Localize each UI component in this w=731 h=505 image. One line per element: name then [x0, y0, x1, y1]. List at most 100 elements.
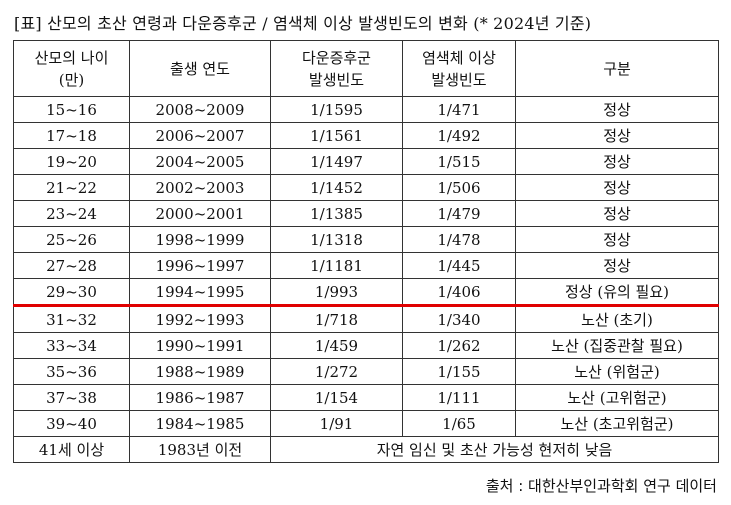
- cell-down: 1/459: [270, 332, 403, 359]
- cell-category: 정상: [515, 252, 719, 279]
- cell-chrom: 1/111: [402, 384, 516, 411]
- table-header: 산모의 나이 (만) 출생 연도 다운증후군 발생빈도 염색체 이상 발생빈도 …: [13, 40, 719, 97]
- cell-age: 37~38: [13, 384, 130, 411]
- source-note: 출처 : 대한산부인과학회 연구 데이터: [485, 477, 717, 495]
- cell-age: 33~34: [13, 332, 130, 359]
- table-row: 23~24 2000~2001 1/1385 1/479 정상: [13, 200, 719, 227]
- cell-down: 1/1385: [270, 200, 403, 227]
- header-category-line1: 구분: [603, 59, 631, 78]
- header-down: 다운증후군 발생빈도: [270, 40, 403, 97]
- cell-year: 1990~1991: [129, 332, 271, 359]
- header-chrom-line1: 염색체 이상: [422, 48, 496, 67]
- header-age-line1: 산모의 나이: [34, 48, 109, 67]
- cell-year: 1996~1997: [129, 252, 271, 279]
- cell-year: 1986~1987: [129, 384, 271, 411]
- cell-year: 2000~2001: [129, 200, 271, 227]
- cell-note: 자연 임신 및 초산 가능성 현저히 낮음: [270, 436, 719, 463]
- cell-year: 2002~2003: [129, 174, 271, 201]
- header-chrom: 염색체 이상 발생빈도: [402, 40, 516, 97]
- header-age-line2: (만): [58, 70, 85, 89]
- cell-category: 정상: [515, 174, 719, 201]
- cell-age: 31~32: [13, 305, 130, 333]
- table-row: 15~16 2008~2009 1/1595 1/471 정상: [13, 96, 719, 123]
- cell-down: 1/1561: [270, 122, 403, 149]
- cell-category: 노산 (초고위험군): [515, 410, 719, 437]
- cell-down: 1/91: [270, 410, 403, 437]
- cell-age: 29~30: [13, 278, 130, 307]
- cell-age: 41세 이상: [13, 436, 130, 463]
- cell-down: 1/718: [270, 305, 403, 333]
- cell-chrom: 1/155: [402, 358, 516, 385]
- cell-down: 1/1181: [270, 252, 403, 279]
- cell-year: 1984~1985: [129, 410, 271, 437]
- cell-age: 17~18: [13, 122, 130, 149]
- header-year-line1: 출생 연도: [170, 59, 230, 78]
- cell-age: 21~22: [13, 174, 130, 201]
- table-row: 39~40 1984~1985 1/91 1/65 노산 (초고위험군): [13, 410, 719, 437]
- cell-chrom: 1/65: [402, 410, 516, 437]
- cell-year: 1988~1989: [129, 358, 271, 385]
- header-row: 산모의 나이 (만) 출생 연도 다운증후군 발생빈도 염색체 이상 발생빈도 …: [13, 40, 719, 97]
- cell-category: 노산 (초기): [515, 305, 719, 333]
- cell-chrom: 1/515: [402, 148, 516, 175]
- cell-year: 2008~2009: [129, 96, 271, 123]
- cell-category: 정상: [515, 226, 719, 253]
- header-category: 구분: [515, 40, 719, 97]
- cell-category: 정상 (유의 필요): [515, 278, 719, 307]
- cell-category: 정상: [515, 96, 719, 123]
- table-row: 17~18 2006~2007 1/1561 1/492 정상: [13, 122, 719, 149]
- cell-age: 19~20: [13, 148, 130, 175]
- cell-year: 2006~2007: [129, 122, 271, 149]
- cell-year: 1994~1995: [129, 278, 271, 307]
- cell-age: 35~36: [13, 358, 130, 385]
- header-down-line1: 다운증후군: [301, 48, 371, 67]
- cell-chrom: 1/471: [402, 96, 516, 123]
- table-row: 27~28 1996~1997 1/1181 1/445 정상: [13, 252, 719, 279]
- cell-category: 정상: [515, 122, 719, 149]
- cell-down: 1/1595: [270, 96, 403, 123]
- header-down-line2: 발생빈도: [308, 70, 365, 89]
- data-table: 산모의 나이 (만) 출생 연도 다운증후군 발생빈도 염색체 이상 발생빈도 …: [13, 40, 719, 463]
- cell-chrom: 1/445: [402, 252, 516, 279]
- cell-chrom: 1/492: [402, 122, 516, 149]
- cell-category: 정상: [515, 200, 719, 227]
- table-row-cutoff: 29~30 1994~1995 1/993 1/406 정상 (유의 필요): [13, 278, 719, 307]
- table-row: 21~22 2002~2003 1/1452 1/506 정상: [13, 174, 719, 201]
- cell-chrom: 1/340: [402, 305, 516, 333]
- table-row: 31~32 1992~1993 1/718 1/340 노산 (초기): [13, 305, 719, 333]
- cell-year: 1983년 이전: [129, 436, 271, 463]
- cell-category: 노산 (집중관찰 필요): [515, 332, 719, 359]
- table-title: [표] 산모의 초산 연령과 다운증후군 / 염색체 이상 발생빈도의 변화 (…: [14, 14, 592, 33]
- cell-down: 1/1497: [270, 148, 403, 175]
- table-row: 35~36 1988~1989 1/272 1/155 노산 (위험군): [13, 358, 719, 385]
- cell-chrom: 1/262: [402, 332, 516, 359]
- table-row: 25~26 1998~1999 1/1318 1/478 정상: [13, 226, 719, 253]
- header-year: 출생 연도: [129, 40, 271, 97]
- cell-age: 27~28: [13, 252, 130, 279]
- cell-chrom: 1/406: [402, 278, 516, 307]
- table-row: 37~38 1986~1987 1/154 1/111 노산 (고위험군): [13, 384, 719, 411]
- cell-chrom: 1/478: [402, 226, 516, 253]
- table-row-last: 41세 이상 1983년 이전 자연 임신 및 초산 가능성 현저히 낮음: [13, 436, 719, 463]
- cell-age: 25~26: [13, 226, 130, 253]
- table-row: 33~34 1990~1991 1/459 1/262 노산 (집중관찰 필요): [13, 332, 719, 359]
- header-chrom-line2: 발생빈도: [431, 70, 487, 89]
- cell-down: 1/1318: [270, 226, 403, 253]
- cell-age: 23~24: [13, 200, 130, 227]
- cell-category: 정상: [515, 148, 719, 175]
- cell-down: 1/1452: [270, 174, 403, 201]
- cell-chrom: 1/479: [402, 200, 516, 227]
- cell-chrom: 1/506: [402, 174, 516, 201]
- cell-category: 노산 (고위험군): [515, 384, 719, 411]
- cell-down: 1/154: [270, 384, 403, 411]
- cell-down: 1/272: [270, 358, 403, 385]
- cell-age: 15~16: [13, 96, 130, 123]
- cell-down: 1/993: [270, 278, 403, 307]
- header-age: 산모의 나이 (만): [13, 40, 130, 97]
- cell-year: 2004~2005: [129, 148, 271, 175]
- table-body: 15~16 2008~2009 1/1595 1/471 정상 17~18 20…: [13, 96, 719, 463]
- cell-year: 1992~1993: [129, 305, 271, 333]
- cell-year: 1998~1999: [129, 226, 271, 253]
- cell-age: 39~40: [13, 410, 130, 437]
- cell-category: 노산 (위험군): [515, 358, 719, 385]
